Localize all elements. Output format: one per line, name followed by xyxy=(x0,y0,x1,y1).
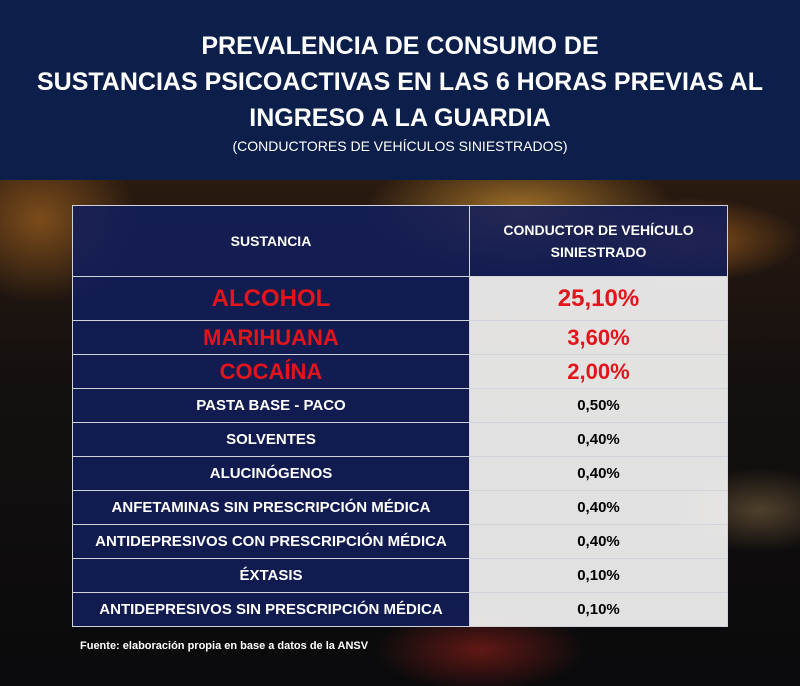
substance-cell: ÉXTASIS xyxy=(72,558,470,593)
column-header-driver-line-1: CONDUCTOR DE VEHÍCULO xyxy=(503,222,694,238)
table-row: ANTIDEPRESIVOS SIN PRESCRIPCIÓN MÉDICA 0… xyxy=(72,592,728,627)
column-header-substance: SUSTANCIA xyxy=(72,205,470,277)
table-row: ANFETAMINAS SIN PRESCRIPCIÓN MÉDICA 0,40… xyxy=(72,490,728,525)
table-row: ALUCINÓGENOS 0,40% xyxy=(72,456,728,491)
title-line-3: INGRESO A LA GUARDIA xyxy=(249,104,551,132)
substance-cell: MARIHUANA xyxy=(72,320,470,355)
table-row: ÉXTASIS 0,10% xyxy=(72,558,728,593)
substance-cell: ALCOHOL xyxy=(72,276,470,321)
table-row: SOLVENTES 0,40% xyxy=(72,422,728,457)
page-subtitle: (CONDUCTORES DE VEHÍCULOS SINIESTRADOS) xyxy=(232,138,568,154)
prevalence-table: SUSTANCIA CONDUCTOR DE VEHÍCULO SINIESTR… xyxy=(72,205,728,627)
title-line-1: PREVALENCIA DE CONSUMO DE xyxy=(201,32,599,60)
column-header-driver: CONDUCTOR DE VEHÍCULO SINIESTRADO xyxy=(469,205,728,277)
substance-cell: ANTIDEPRESIVOS SIN PRESCRIPCIÓN MÉDICA xyxy=(72,592,470,627)
table-row: ALCOHOL 25,10% xyxy=(72,276,728,321)
value-cell: 0,40% xyxy=(469,524,728,559)
value-cell: 0,50% xyxy=(469,388,728,423)
value-cell: 2,00% xyxy=(469,354,728,389)
value-cell: 25,10% xyxy=(469,276,728,321)
table-row: COCAÍNA 2,00% xyxy=(72,354,728,389)
source-note: Fuente: elaboración propia en base a dat… xyxy=(80,640,369,652)
table-header-row: SUSTANCIA CONDUCTOR DE VEHÍCULO SINIESTR… xyxy=(72,205,728,277)
page-title: PREVALENCIA DE CONSUMO DE SUSTANCIAS PSI… xyxy=(0,28,800,136)
substance-cell: ALUCINÓGENOS xyxy=(72,456,470,491)
substance-cell: ANTIDEPRESIVOS CON PRESCRIPCIÓN MÉDICA xyxy=(72,524,470,559)
substance-cell: ANFETAMINAS SIN PRESCRIPCIÓN MÉDICA xyxy=(72,490,470,525)
table-row: PASTA BASE - PACO 0,50% xyxy=(72,388,728,423)
value-cell: 0,40% xyxy=(469,456,728,491)
column-header-driver-line-2: SINIESTRADO xyxy=(550,244,647,260)
substance-cell: COCAÍNA xyxy=(72,354,470,389)
title-line-2: SUSTANCIAS PSICOACTIVAS EN LAS 6 HORAS P… xyxy=(36,68,763,96)
value-cell: 0,40% xyxy=(469,490,728,525)
value-cell: 0,40% xyxy=(469,422,728,457)
table-row: MARIHUANA 3,60% xyxy=(72,320,728,355)
value-cell: 0,10% xyxy=(469,592,728,627)
substance-cell: SOLVENTES xyxy=(72,422,470,457)
header-banner: PREVALENCIA DE CONSUMO DE SUSTANCIAS PSI… xyxy=(0,0,800,180)
table-row: ANTIDEPRESIVOS CON PRESCRIPCIÓN MÉDICA 0… xyxy=(72,524,728,559)
value-cell: 0,10% xyxy=(469,558,728,593)
value-cell: 3,60% xyxy=(469,320,728,355)
substance-cell: PASTA BASE - PACO xyxy=(72,388,470,423)
